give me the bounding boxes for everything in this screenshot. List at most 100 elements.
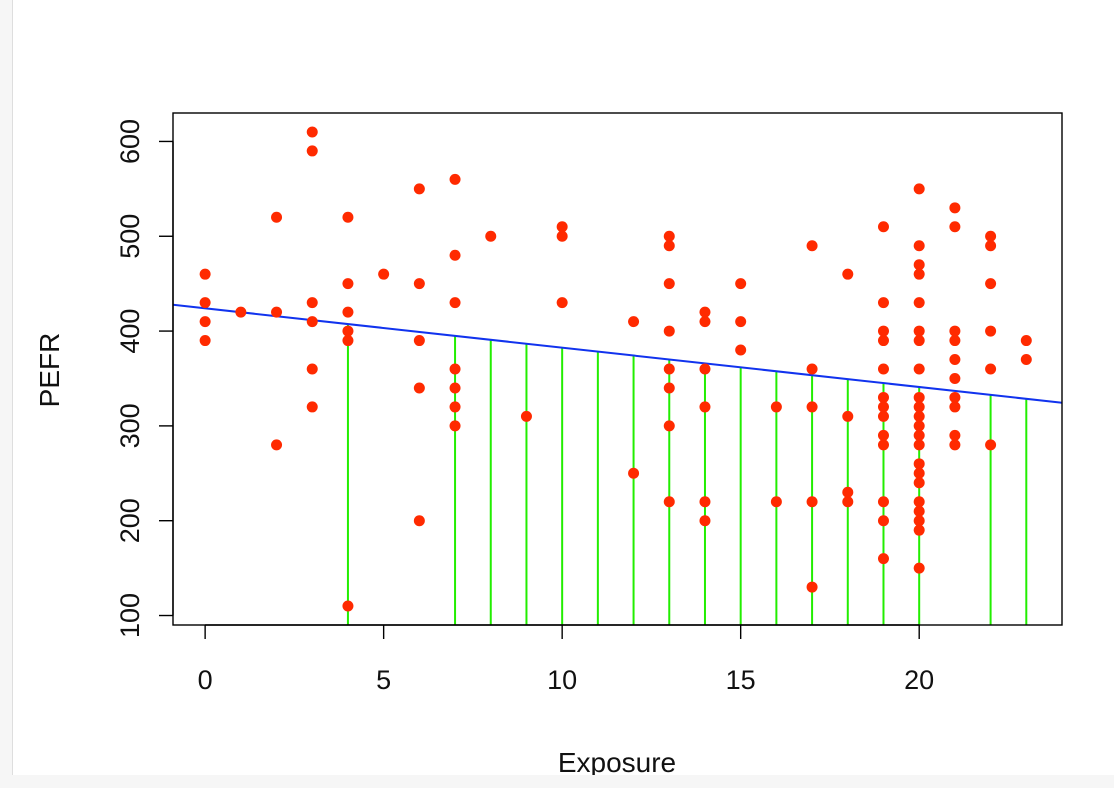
data-point	[913, 458, 925, 470]
data-point	[913, 401, 925, 413]
data-point	[199, 297, 211, 309]
data-point	[806, 496, 818, 508]
data-point	[877, 297, 889, 309]
data-point	[913, 477, 925, 489]
data-point	[985, 325, 997, 337]
data-point	[949, 221, 961, 233]
data-point	[913, 183, 925, 195]
data-point	[806, 240, 818, 252]
data-point	[985, 230, 997, 242]
data-point	[699, 515, 711, 527]
data-point	[913, 240, 925, 252]
data-point	[556, 221, 568, 233]
data-point	[949, 429, 961, 441]
data-point	[663, 230, 675, 242]
data-point	[306, 316, 318, 328]
data-point	[235, 306, 247, 318]
data-point	[663, 382, 675, 394]
data-point	[877, 429, 889, 441]
data-point	[449, 420, 461, 432]
data-point	[770, 496, 782, 508]
data-point	[735, 278, 747, 290]
data-point	[913, 505, 925, 517]
data-point	[449, 382, 461, 394]
data-point	[842, 486, 854, 498]
data-point	[913, 524, 925, 536]
x-tick-label: 20	[904, 665, 934, 695]
data-point	[877, 335, 889, 347]
data-point	[842, 410, 854, 422]
x-tick-label: 10	[547, 665, 577, 695]
data-point	[449, 173, 461, 185]
data-point	[985, 439, 997, 451]
data-point	[877, 515, 889, 527]
data-point	[449, 401, 461, 413]
data-point	[913, 467, 925, 479]
data-point	[985, 278, 997, 290]
x-axis-label: Exposure	[558, 747, 676, 775]
data-point	[199, 268, 211, 280]
data-point	[663, 325, 675, 337]
data-point	[913, 515, 925, 527]
y-tick-label: 300	[115, 403, 145, 448]
data-point	[985, 240, 997, 252]
data-point	[699, 316, 711, 328]
data-point	[913, 335, 925, 347]
scatter-plot: 0 5 10 15 20 100 200 300 400 500 600 Exposure PEF…	[34, 112, 1063, 775]
data-point	[485, 230, 497, 242]
data-point	[877, 221, 889, 233]
data-point	[913, 562, 925, 574]
data-point	[628, 467, 640, 479]
data-point	[342, 335, 354, 347]
data-point	[949, 335, 961, 347]
data-point	[949, 391, 961, 403]
data-point	[735, 344, 747, 356]
data-point	[770, 401, 782, 413]
data-point	[556, 230, 568, 242]
data-point	[877, 391, 889, 403]
x-axis: 0 5 10 15 20	[198, 624, 934, 695]
y-tick-label: 600	[115, 119, 145, 164]
data-point	[913, 410, 925, 422]
data-point	[199, 335, 211, 347]
data-point	[949, 202, 961, 214]
data-point	[413, 278, 425, 290]
plot-box	[172, 112, 1063, 626]
data-point	[949, 401, 961, 413]
data-point	[913, 297, 925, 309]
y-axis: 100 200 300 400 500 600	[115, 119, 174, 638]
data-point	[663, 240, 675, 252]
data-point	[199, 316, 211, 328]
data-point	[1020, 335, 1032, 347]
data-point	[306, 401, 318, 413]
y-tick-label: 400	[115, 309, 145, 354]
data-point	[949, 439, 961, 451]
data-point	[806, 581, 818, 593]
y-axis-label: PEFR	[34, 333, 65, 408]
data-point	[449, 363, 461, 375]
data-point	[842, 268, 854, 280]
data-point	[271, 211, 283, 223]
data-point	[877, 410, 889, 422]
data-point	[877, 439, 889, 451]
data-point	[663, 363, 675, 375]
data-point	[699, 363, 711, 375]
data-point	[663, 420, 675, 432]
data-point	[342, 325, 354, 337]
x-tick-label: 0	[198, 665, 213, 695]
data-point	[913, 420, 925, 432]
data-point	[735, 316, 747, 328]
data-point	[413, 183, 425, 195]
data-point	[271, 439, 283, 451]
data-point	[699, 401, 711, 413]
data-point	[877, 553, 889, 565]
data-point	[877, 363, 889, 375]
data-point	[913, 429, 925, 441]
y-tick-label: 500	[115, 214, 145, 259]
regression-line-group	[173, 303, 1062, 404]
data-point	[271, 306, 283, 318]
data-point	[413, 382, 425, 394]
data-point	[378, 268, 390, 280]
data-point	[877, 496, 889, 508]
data-point	[949, 325, 961, 337]
